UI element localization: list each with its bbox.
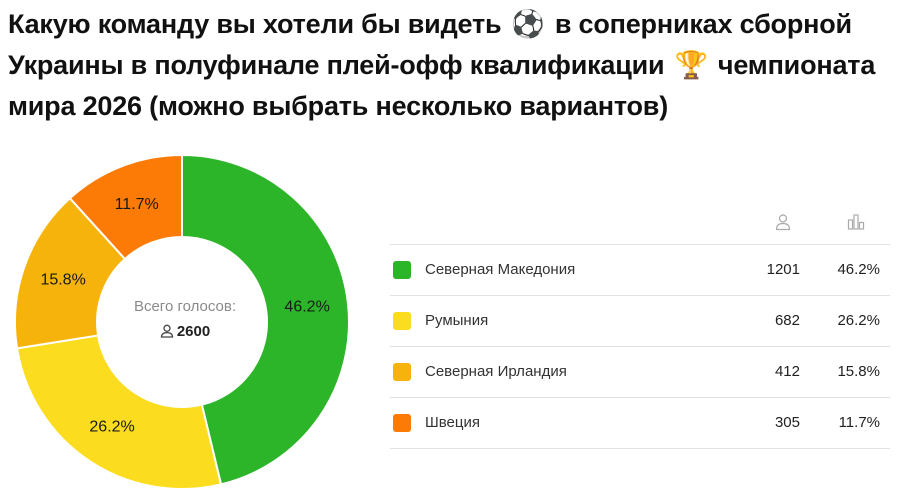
donut-slice xyxy=(181,153,350,486)
table-row: Швеция 305 11.7% xyxy=(390,398,890,449)
option-votes: 1201 xyxy=(766,261,800,278)
donut-value-labels: 46.2% 26.2% 15.8% 11.7% xyxy=(40,196,329,435)
total-votes-center: Всего голосов: 2600 xyxy=(110,298,260,340)
slice-value-label: 46.2% xyxy=(284,299,329,316)
total-votes-row: 2600 xyxy=(110,323,260,340)
option-name: Швеция xyxy=(425,414,480,431)
legend-swatch xyxy=(393,414,411,432)
option-percent: 11.7% xyxy=(838,414,880,431)
option-name: Северная Македония xyxy=(425,261,576,278)
table-row: Северная Ирландия 412 15.8% xyxy=(390,347,890,398)
donut-slice xyxy=(68,153,183,261)
legend-swatch xyxy=(393,363,411,381)
donut-slices xyxy=(14,153,350,490)
trophy-icon: 🏆 xyxy=(674,50,708,81)
option-percent: 46.2% xyxy=(837,261,880,278)
total-votes-caption: Всего голосов: xyxy=(133,298,237,315)
table-row: Румыния 682 26.2% xyxy=(390,296,890,347)
donut-slice xyxy=(14,196,127,350)
slice-value-label: 11.7% xyxy=(115,196,159,213)
poll-title: Какую команду вы хотели бы видеть ⚽ в сопе… xyxy=(8,4,896,127)
results-table: Северная Македония 1201 46.2% Румыния 682 26.… xyxy=(390,200,890,449)
option-votes: 682 xyxy=(774,312,800,329)
option-percent: 15.8% xyxy=(837,363,880,380)
title-part-2: в соперниках сборной Украины в полуфинал… xyxy=(8,9,852,80)
option-name: Северная Ирландия xyxy=(425,363,567,380)
slice-value-label: 15.8% xyxy=(40,272,85,289)
legend-swatch xyxy=(393,312,411,330)
slice-value-label: 26.2% xyxy=(89,418,134,435)
legend-swatch xyxy=(393,261,411,279)
person-icon xyxy=(160,324,173,338)
option-votes: 412 xyxy=(774,363,800,380)
title-part-1: Какую команду вы хотели бы видеть xyxy=(8,9,502,39)
soccer-ball-icon: ⚽ xyxy=(511,9,545,40)
bar-chart-icon xyxy=(847,214,865,230)
title-part-3: чемпионата мира 2026 (можно выбрать неск… xyxy=(8,50,876,121)
donut-chart: 46.2% 26.2% 15.8% 11.7% xyxy=(14,153,350,490)
option-percent: 26.2% xyxy=(837,312,880,329)
option-votes: 305 xyxy=(774,414,800,431)
results-table-header xyxy=(390,200,890,245)
option-name: Румыния xyxy=(425,312,489,329)
person-icon xyxy=(775,214,791,231)
donut-slice xyxy=(15,334,223,490)
results-table-body: Северная Македония 1201 46.2% Румыния 682 26.… xyxy=(390,245,890,449)
total-votes-value: 2600 xyxy=(176,323,211,340)
table-row: Северная Македония 1201 46.2% xyxy=(390,245,890,296)
